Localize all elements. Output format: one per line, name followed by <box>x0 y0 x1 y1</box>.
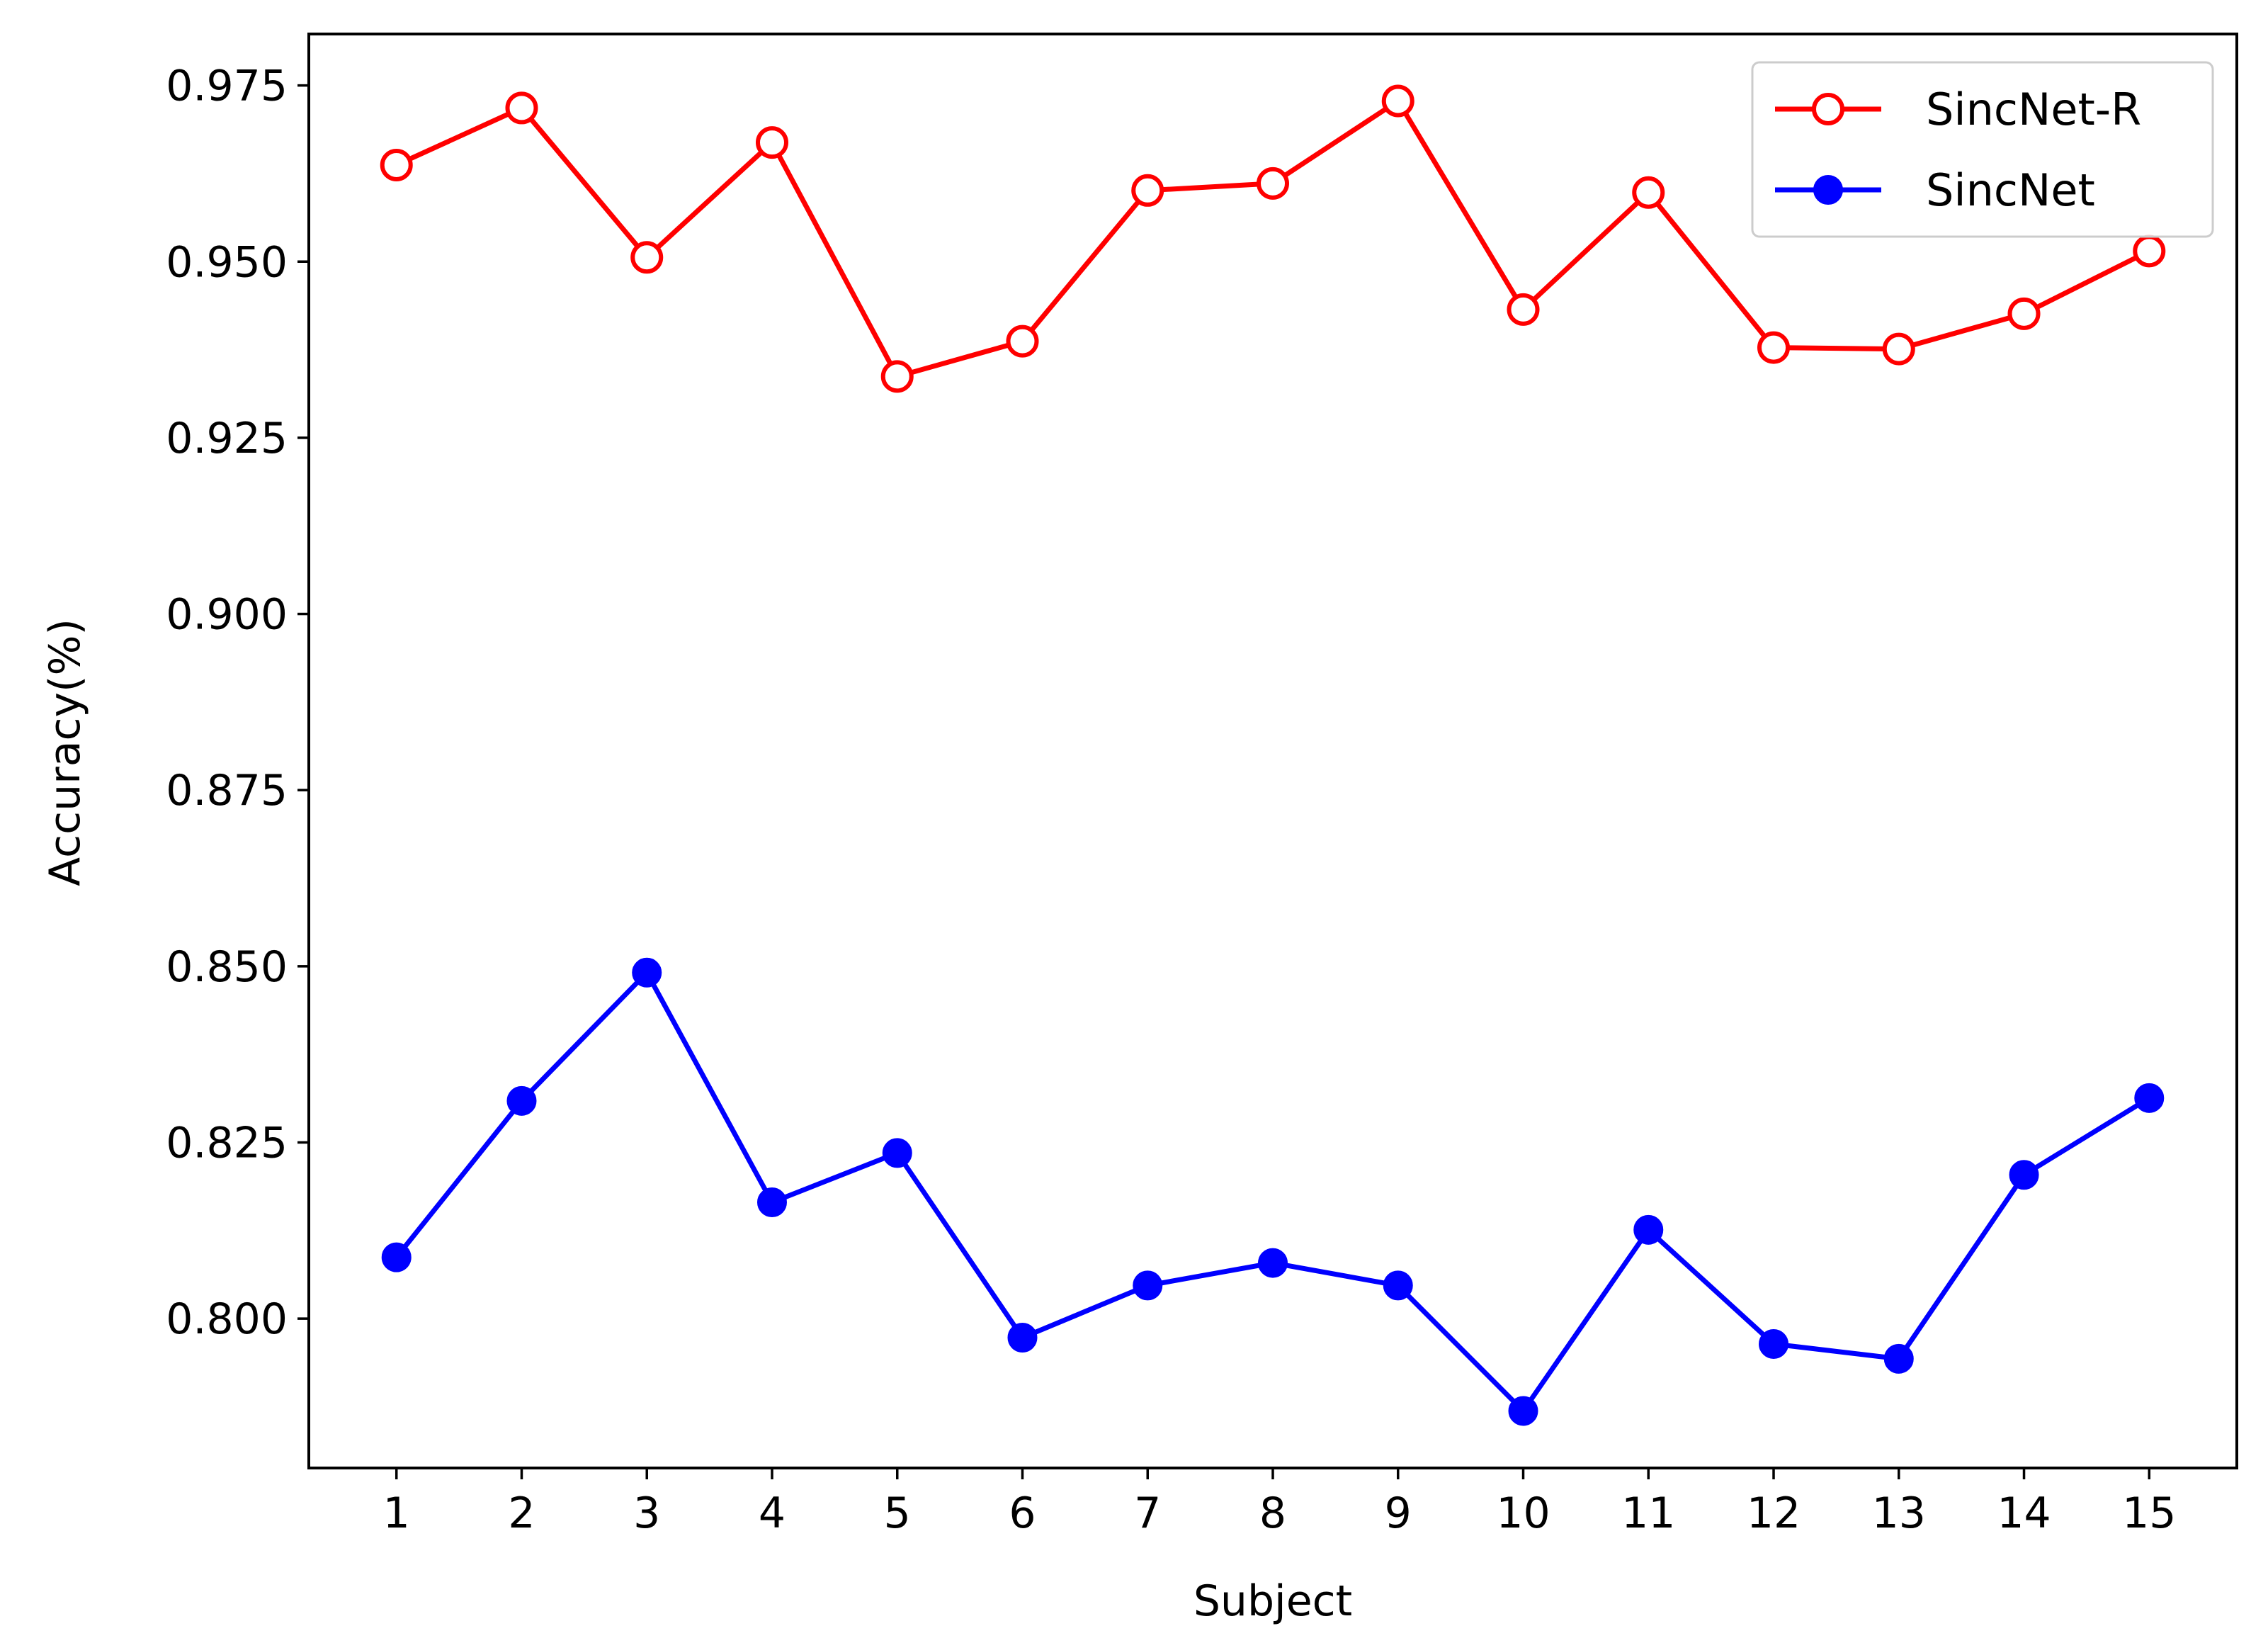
x-tick-label: 13 <box>1872 1489 1926 1538</box>
x-tick-label: 10 <box>1496 1489 1550 1538</box>
legend-label: SincNet <box>1926 164 2095 216</box>
legend-label: SincNet-R <box>1926 84 2141 135</box>
y-tick-label: 0.950 <box>166 237 288 287</box>
data-point <box>1133 1270 1163 1301</box>
x-tick-label: 5 <box>884 1489 911 1538</box>
data-point <box>1007 1323 1038 1353</box>
data-point <box>1632 176 1665 209</box>
data-point <box>1883 1343 1914 1374</box>
data-point <box>1757 331 1791 364</box>
data-point <box>1882 332 1915 366</box>
legend-marker <box>1813 175 1843 205</box>
y-tick-label: 0.925 <box>166 414 288 463</box>
axes: 1 2 3 4 5 6 7 8 9 10 11 12 13 14 150.8000.8250.8500.87… <box>166 33 2238 1538</box>
data-point <box>1131 174 1164 207</box>
data-point <box>1257 166 1289 200</box>
x-axis-label: Subject <box>1193 1576 1352 1626</box>
x-tick-label: 9 <box>1385 1489 1412 1538</box>
series-1 <box>380 84 2166 393</box>
data-point <box>1507 293 1540 326</box>
data-point <box>1006 324 1039 358</box>
data-point <box>1381 84 1414 118</box>
data-point <box>506 1085 537 1116</box>
x-tick-label: 7 <box>1134 1489 1161 1538</box>
legend-entry: SincNet-R <box>1775 84 2141 135</box>
data-point <box>505 91 538 125</box>
data-point <box>756 1187 787 1218</box>
x-tick-label: 12 <box>1747 1489 1801 1538</box>
data-point <box>632 957 662 988</box>
data-point <box>2009 1160 2039 1190</box>
data-point <box>1633 1214 1664 1245</box>
data-point <box>2007 297 2041 330</box>
y-tick-label: 0.800 <box>166 1294 288 1344</box>
y-tick-label: 0.975 <box>166 62 288 111</box>
x-tick-label: 3 <box>633 1489 660 1538</box>
data-point <box>1258 1248 1288 1278</box>
legend-entry: SincNet <box>1775 164 2095 216</box>
x-tick-label: 11 <box>1621 1489 1675 1538</box>
x-tick-label: 6 <box>1009 1489 1036 1538</box>
data-point <box>1508 1396 1538 1426</box>
x-tick-label: 14 <box>1997 1489 2051 1538</box>
data-point <box>2134 1083 2165 1113</box>
x-tick-label: 8 <box>1259 1489 1286 1538</box>
x-tick-label: 1 <box>383 1489 410 1538</box>
y-tick-label: 0.900 <box>166 590 288 640</box>
data-point <box>630 241 664 274</box>
legend: SincNet-R SincNet <box>1751 61 2214 238</box>
x-tick-label: 4 <box>759 1489 786 1538</box>
legend-marker <box>1812 93 1844 125</box>
x-tick-label: 15 <box>2122 1489 2176 1538</box>
data-point <box>1383 1270 1413 1301</box>
plot-area <box>380 84 2166 1426</box>
y-tick-label: 0.850 <box>166 942 288 992</box>
data-point <box>381 1242 412 1272</box>
series-2 <box>381 957 2165 1426</box>
y-tick-label: 0.825 <box>166 1118 288 1168</box>
data-point <box>380 148 413 181</box>
data-point <box>2133 235 2166 268</box>
data-point <box>880 360 914 393</box>
y-axis-label: Accuracy(%) <box>40 619 90 886</box>
data-point <box>755 126 788 159</box>
x-tick-label: 2 <box>508 1489 535 1538</box>
data-point <box>882 1138 912 1168</box>
y-tick-label: 0.875 <box>166 766 288 815</box>
legend-box <box>1751 61 2214 238</box>
data-point <box>1759 1328 1789 1359</box>
